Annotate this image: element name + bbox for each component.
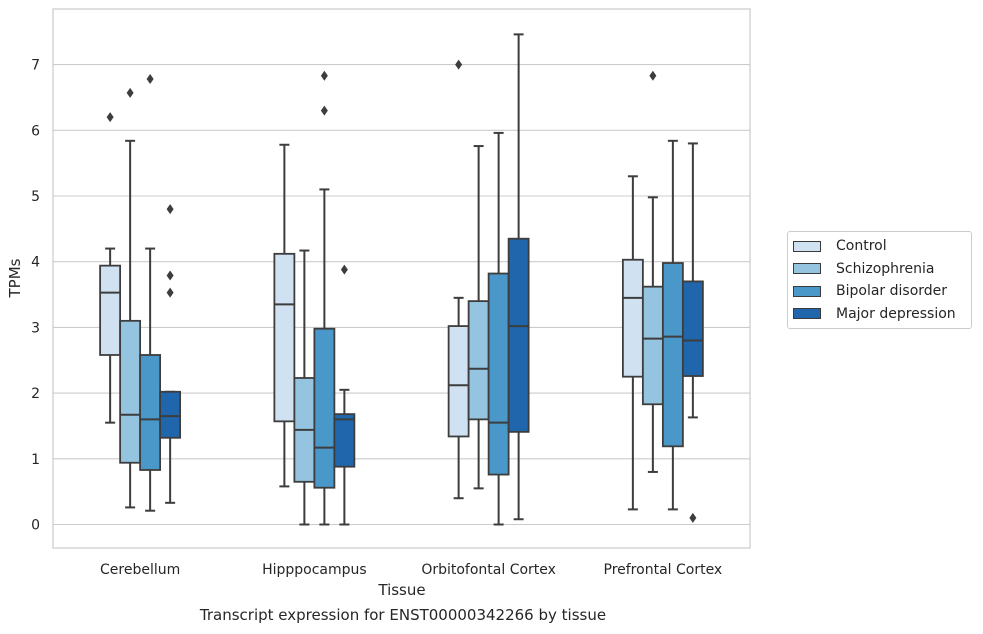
y-axis-label: TPMs (6, 258, 24, 298)
y-tick-label: 6 (31, 123, 40, 139)
outlier-point (166, 204, 174, 215)
outlier-point (146, 74, 154, 85)
outlier-point (106, 112, 114, 123)
box (139, 354, 162, 471)
x-tick-label: Orbitofontal Cortex (421, 562, 556, 578)
box (681, 280, 704, 377)
x-axis-label: Tissue (377, 581, 425, 599)
legend-label: Control (836, 238, 887, 255)
x-tick-label: Prefrontal Cortex (604, 562, 723, 578)
legend-swatch (793, 308, 821, 320)
box (507, 237, 530, 433)
x-tick-label: Hipppocampus (262, 562, 367, 578)
legend-label: Bipolar disorder (836, 283, 948, 300)
outlier-point (126, 87, 134, 98)
y-tick-label: 4 (31, 255, 40, 271)
legend-swatch (793, 240, 821, 252)
outlier-point (320, 70, 328, 81)
outlier-point (689, 512, 697, 523)
box (119, 319, 142, 464)
box (313, 327, 336, 489)
y-tick-label: 7 (31, 58, 40, 74)
legend-item: Schizophrenia (788, 258, 971, 281)
box (99, 264, 122, 356)
box (661, 262, 684, 448)
legend-label: Major depression (836, 305, 956, 322)
x-tick-labels: Cerebellum Hipppocampus Orbitofontal Corte… (100, 562, 722, 578)
outlier-point (320, 105, 328, 116)
outlier-point (166, 287, 174, 298)
box (641, 285, 664, 406)
box (467, 300, 490, 421)
legend: Control Schizophrenia Bipolar disorder Majo… (787, 231, 972, 329)
legend-item: Major depression (788, 303, 971, 326)
legend-swatch (793, 285, 821, 297)
y-tick-label: 0 (31, 518, 40, 534)
outlier-point (166, 270, 174, 281)
y-tick-label: 5 (31, 189, 40, 205)
box (487, 272, 510, 476)
legend-item: Bipolar disorder (788, 280, 971, 303)
y-tick-label: 3 (31, 320, 40, 336)
box (159, 390, 182, 439)
legend-item: Control (788, 235, 971, 258)
box (447, 325, 470, 438)
legend-label: Schizophrenia (836, 260, 935, 277)
box (333, 413, 356, 468)
y-tick-label: 2 (31, 386, 40, 402)
box (621, 258, 644, 378)
box (273, 252, 296, 423)
chart-caption: Transcript expression for ENST0000034226… (199, 606, 607, 624)
y-tick-labels: 0 1 2 3 4 5 6 7 (31, 58, 40, 534)
legend-swatch (793, 263, 821, 275)
outlier-point (649, 70, 657, 81)
plot-frame (52, 8, 751, 549)
outlier-point (340, 264, 348, 275)
x-tick-label: Cerebellum (100, 562, 180, 578)
outlier-point (455, 59, 463, 70)
box-plot-series (99, 33, 704, 526)
y-tick-label: 1 (31, 452, 40, 468)
